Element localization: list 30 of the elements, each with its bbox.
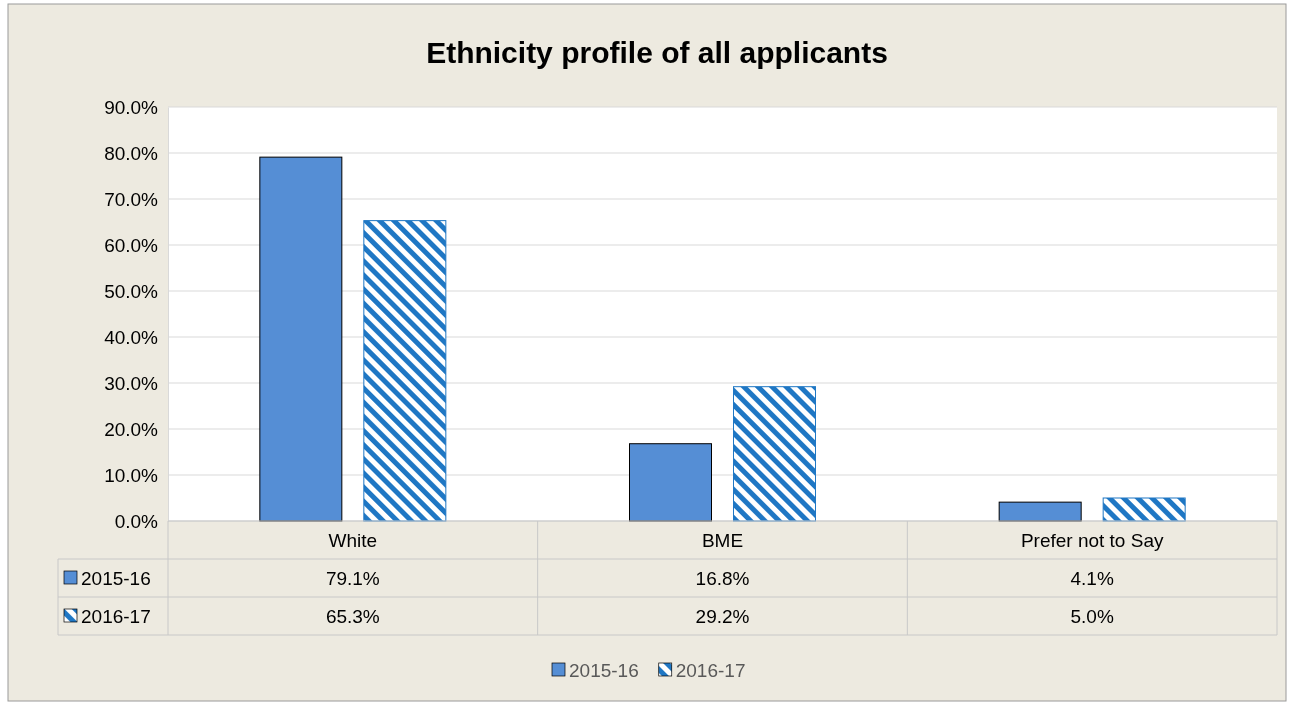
bar [998,501,1082,522]
y-tick-label: 0.0% [114,510,159,532]
y-tick-label: 50.0% [104,280,159,302]
text: 2016-17 [81,606,151,627]
y-tick-label: 70.0% [104,188,159,210]
bar [1102,497,1186,522]
data-label: 4.1% [1070,568,1114,589]
y-tick-label: 60.0% [104,234,159,256]
legend-label: 2015-16 [81,568,151,589]
data-label: 5.0% [1070,606,1114,627]
y-tick-label: 90.0% [104,96,159,118]
text: 2015-16 [569,660,639,681]
y-tick-label: 20.0% [104,418,159,440]
bar [733,386,816,522]
data-label: 65.3% [325,606,380,627]
bar [629,443,712,522]
bar [259,156,343,522]
data-label: 16.8% [695,568,750,589]
y-tick-label: 30.0% [104,372,159,394]
y-tick-label: 80.0% [104,142,159,164]
chart-title: Ethnicity profile of all applicants [426,36,888,69]
y-tick-label: 40.0% [104,326,159,348]
bar [363,220,447,522]
legend-label: 2016-17 [675,660,746,681]
y-tick-label: 10.0% [104,464,159,486]
data-label: 29.2% [695,606,750,627]
x-tick-label: BME [701,530,744,551]
x-tick-label: White [328,530,378,551]
x-tick-label: Prefer not to Say [1020,530,1164,551]
data-label: 79.1% [325,568,380,589]
